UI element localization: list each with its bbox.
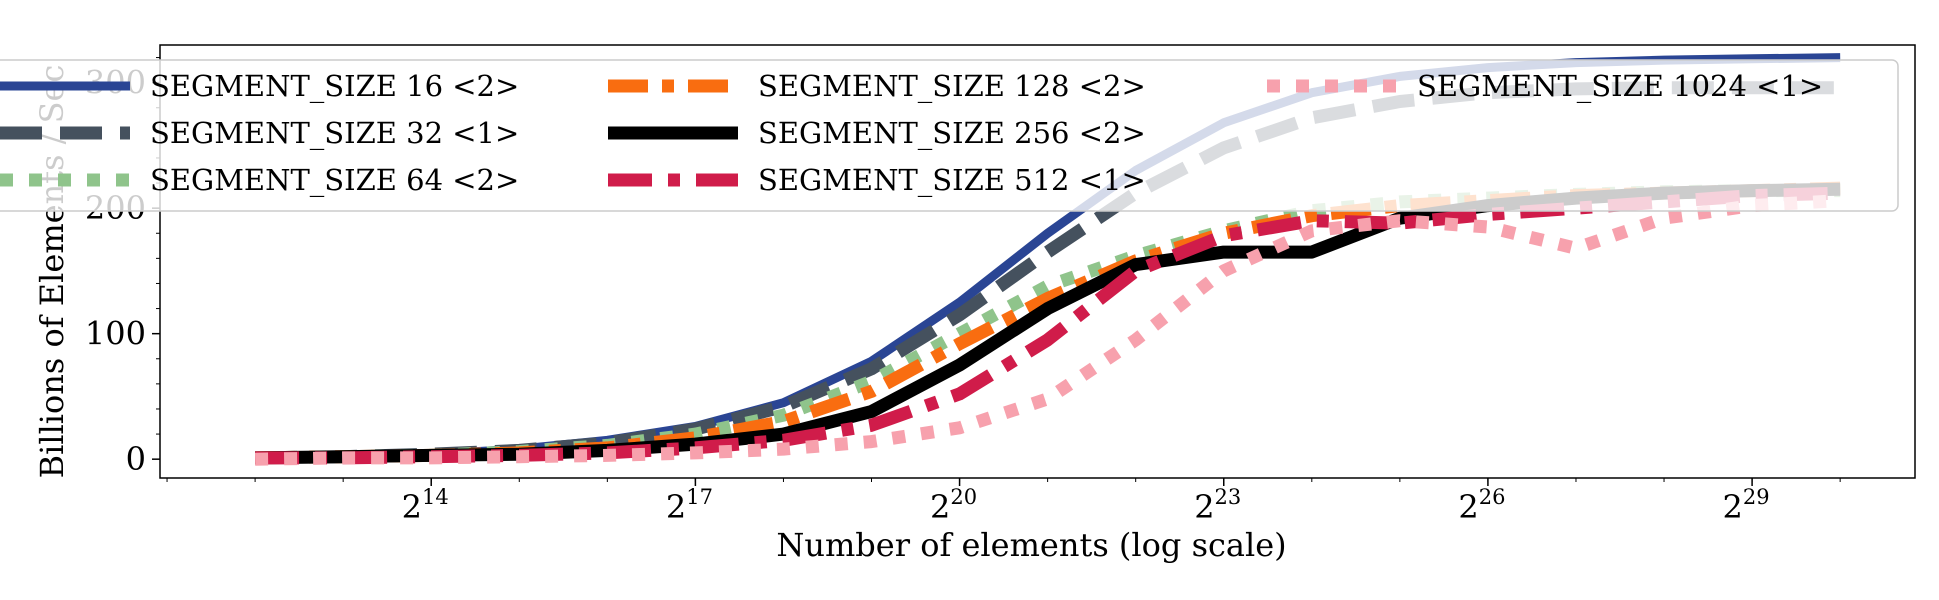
legend-label-7: SEGMENT_SIZE 1024 <1>	[1417, 69, 1823, 104]
legend-label-4: SEGMENT_SIZE 128 <2>	[758, 69, 1146, 104]
legend-label-5: SEGMENT_SIZE 256 <2>	[758, 116, 1146, 151]
legend-box	[0, 59, 1899, 212]
y-tick-label: 0	[126, 440, 146, 478]
y-tick-label: 100	[85, 315, 146, 353]
x-axis-label: Number of elements (log scale)	[776, 526, 1286, 564]
plot-frame	[159, 44, 1916, 479]
legend-label-2: SEGMENT_SIZE 32 <1>	[150, 116, 519, 151]
x-tick-label: 226	[1458, 485, 1505, 526]
legend-label-3: SEGMENT_SIZE 64 <2>	[150, 163, 519, 198]
legend-label-6: SEGMENT_SIZE 512 <1>	[758, 163, 1146, 198]
legend-label-1: SEGMENT_SIZE 16 <2>	[150, 69, 519, 104]
series-line-7	[255, 194, 1841, 466]
x-tick-label: 229	[1723, 485, 1770, 526]
legend: SEGMENT_SIZE 16 <2> SEGMENT_SIZE 32 <1> SE…	[0, 59, 1899, 212]
x-tick-label: 214	[402, 485, 449, 526]
x-tick-label: 220	[930, 485, 977, 526]
x-tick-label: 217	[666, 485, 713, 526]
x-tick-label: 223	[1194, 485, 1241, 526]
